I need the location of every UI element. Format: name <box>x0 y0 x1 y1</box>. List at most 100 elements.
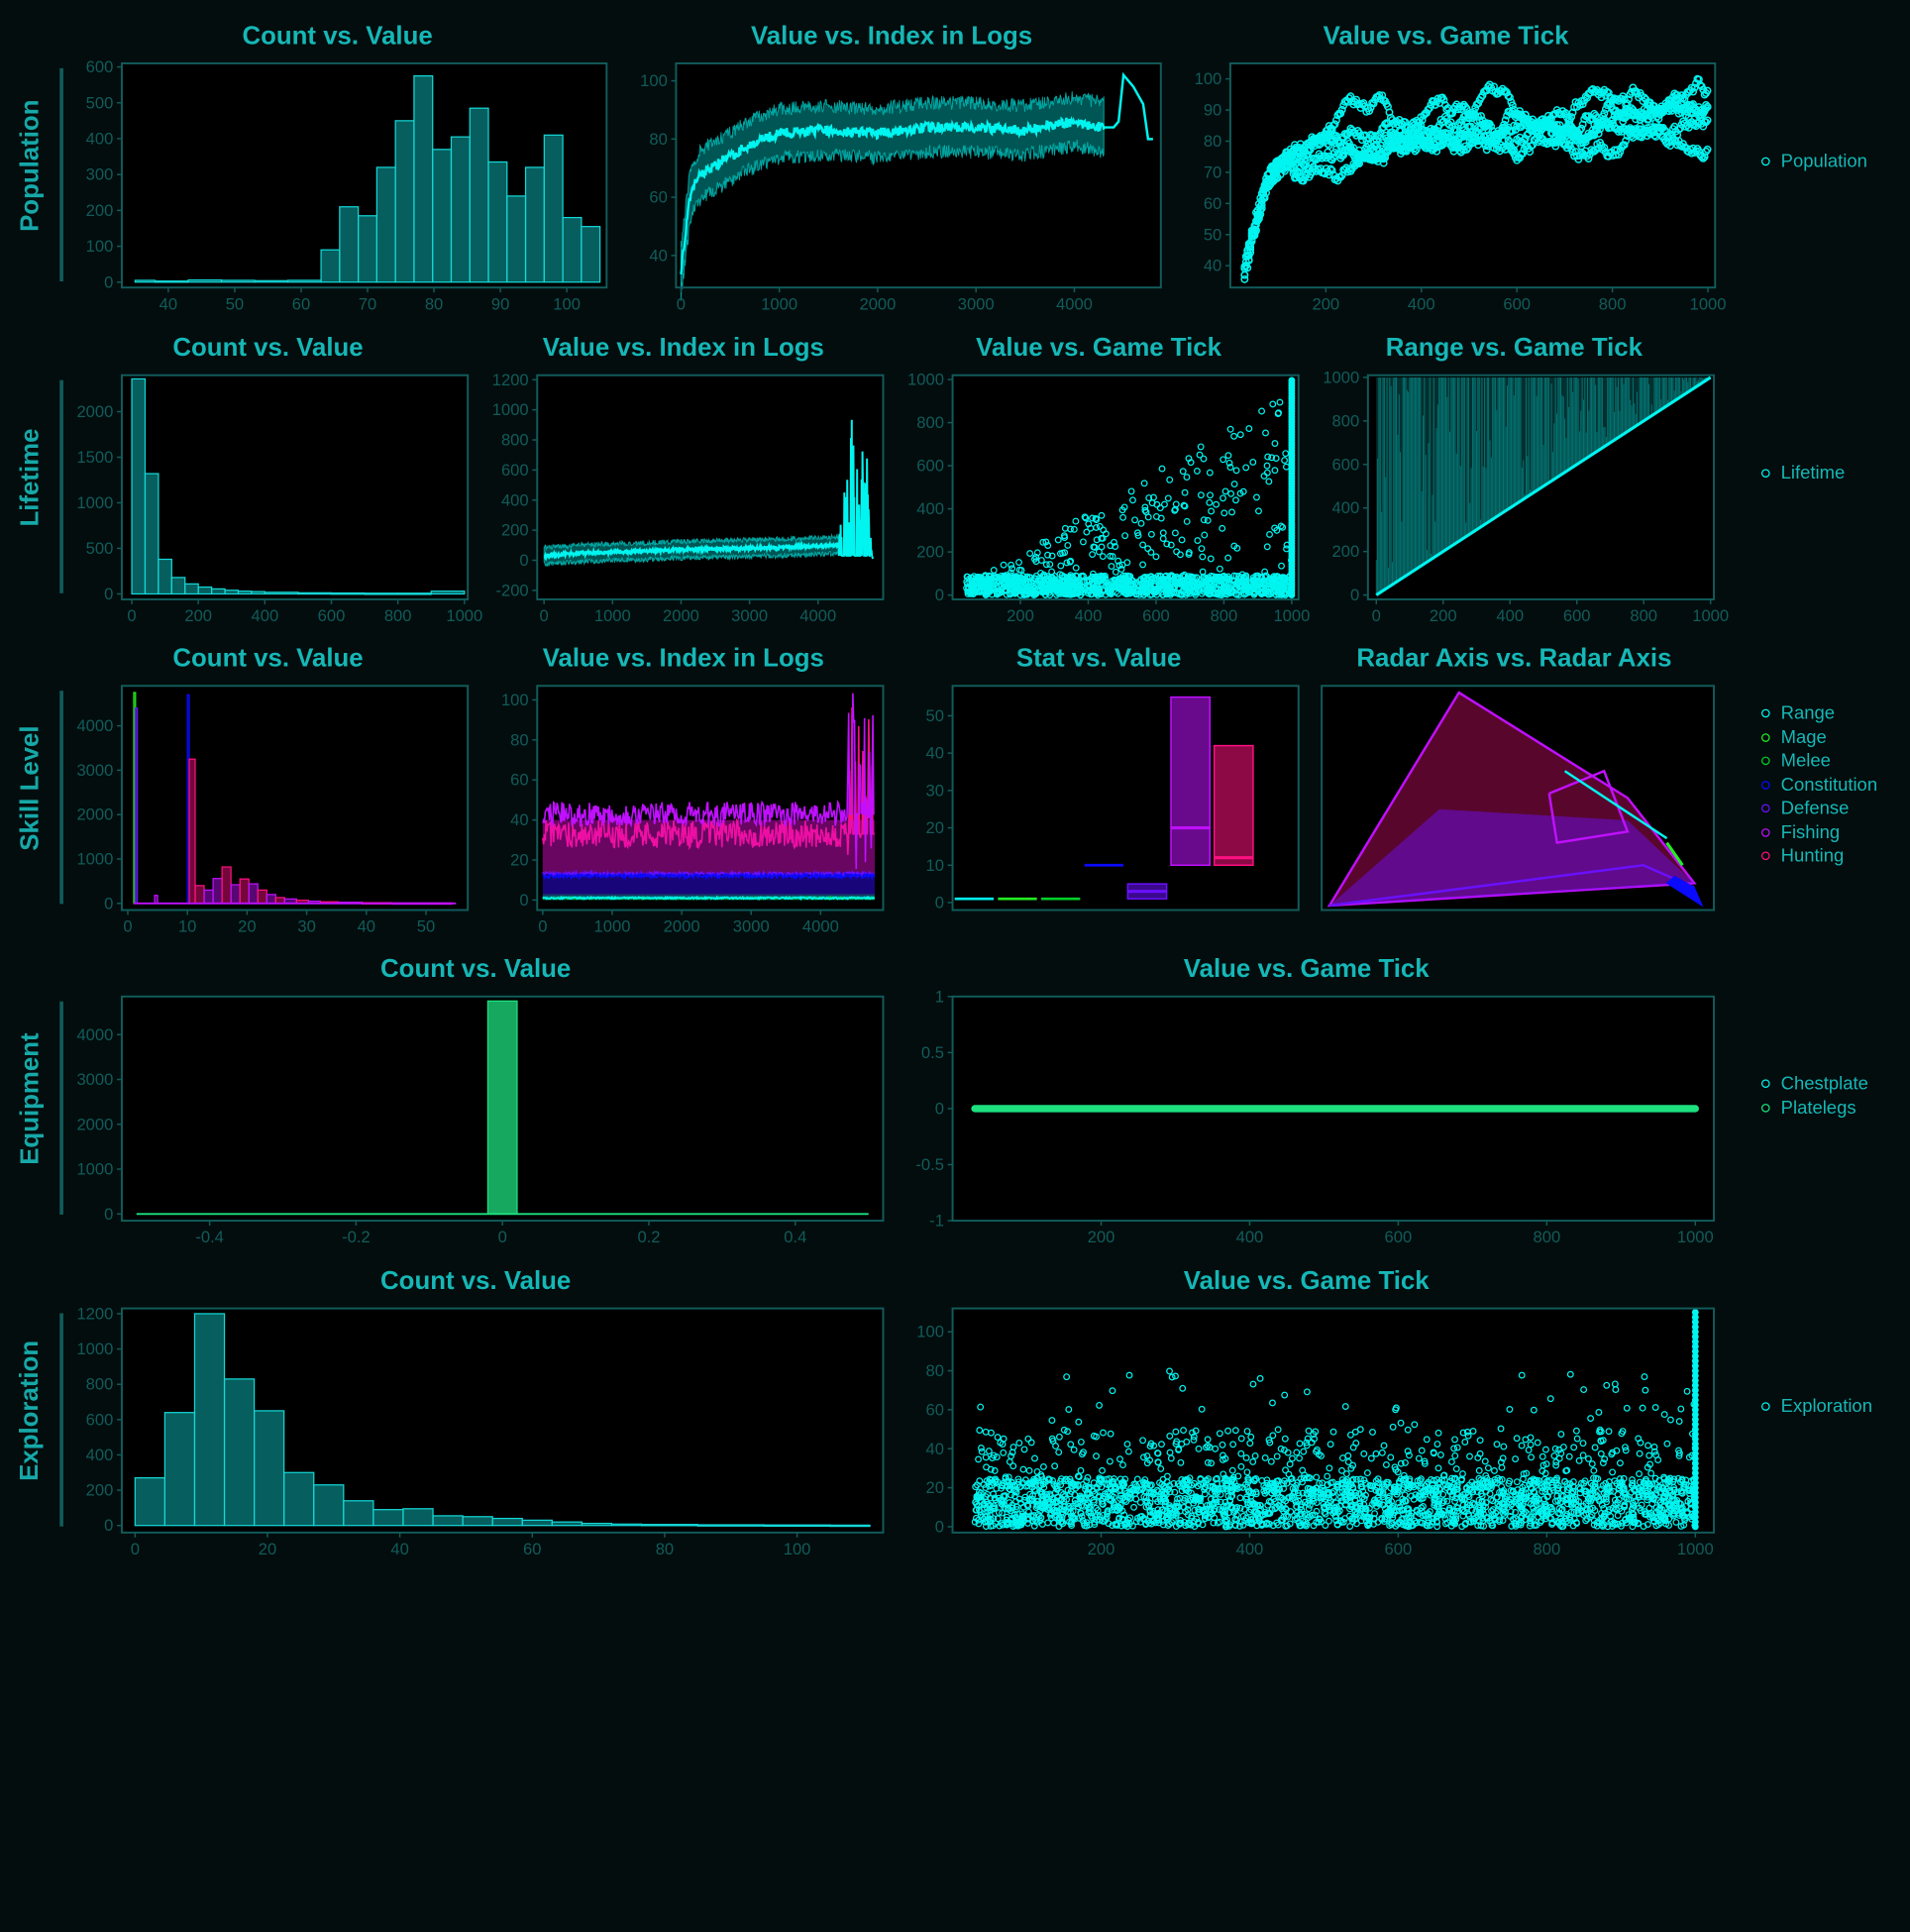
x-tick-label: 2000 <box>664 917 700 936</box>
legend-item: Hunting <box>1761 844 1877 868</box>
x-tick-label: 800 <box>1534 1228 1561 1246</box>
x-tick-label: 1000 <box>1692 606 1729 625</box>
histogram-bar <box>255 1411 284 1526</box>
histogram-bar <box>155 281 188 282</box>
x-tick-label: 800 <box>1630 606 1657 625</box>
y-tick-label: 0 <box>104 1205 113 1224</box>
y-tick-label: 1000 <box>1323 368 1359 386</box>
y-tick-label: 80 <box>1204 132 1221 151</box>
chart-title: Value vs. Game Tick <box>895 1267 1719 1297</box>
histogram-bar <box>433 150 452 282</box>
y-tick-label: 600 <box>916 457 944 476</box>
y-tick-label: 20 <box>510 851 528 870</box>
x-tick-label: 3000 <box>733 917 770 936</box>
histogram-bar <box>135 1478 164 1526</box>
legend-item: Platelegs <box>1761 1096 1868 1120</box>
y-tick-label: 60 <box>649 188 667 207</box>
y-tick-label: 0 <box>935 894 944 912</box>
histogram-bar <box>255 280 288 281</box>
y-tick-label: 40 <box>925 744 943 763</box>
histogram-bar <box>284 1472 314 1525</box>
histogram-bar <box>522 1520 552 1525</box>
y-tick-label: 0.5 <box>921 1043 944 1062</box>
legend-label: Range <box>1781 703 1835 724</box>
y-tick-label: 1200 <box>76 1304 113 1323</box>
x-tick-label: 400 <box>1496 606 1524 625</box>
histogram-bar <box>563 218 582 282</box>
y-tick-label: 80 <box>510 730 528 749</box>
x-tick-label: 40 <box>358 917 375 936</box>
y-tick-label: 400 <box>501 490 529 509</box>
x-tick-label: 0 <box>127 606 136 625</box>
histogram-bar <box>414 76 433 282</box>
legend-label: Defense <box>1781 799 1850 819</box>
y-tick-label: 1500 <box>76 448 113 467</box>
x-tick-label: 400 <box>252 606 279 625</box>
y-tick-label: 600 <box>86 57 114 76</box>
box <box>1171 698 1210 866</box>
y-tick-label: 0 <box>519 891 528 910</box>
histogram-bar <box>194 1314 224 1526</box>
y-tick-label: 30 <box>925 781 943 800</box>
y-tick-label: 100 <box>1195 69 1222 88</box>
y-tick-label: 1000 <box>76 1160 113 1179</box>
histogram-bar <box>222 867 231 904</box>
x-tick-label: 0 <box>540 606 549 625</box>
chart-title: Value vs. Index in Logs <box>478 644 888 674</box>
x-tick-label: -0.4 <box>195 1228 224 1246</box>
x-tick-label: 100 <box>553 294 581 313</box>
x-tick-label: 2000 <box>859 294 896 313</box>
histogram-bar <box>582 227 600 282</box>
histogram-bar <box>431 591 465 594</box>
legend-marker-icon <box>1761 709 1770 718</box>
histogram-bar <box>198 588 211 594</box>
histogram-bar <box>155 896 158 904</box>
legend-label: Chestplate <box>1781 1074 1868 1095</box>
chart-title: Count vs. Value <box>63 334 473 364</box>
histogram-bar <box>697 1525 764 1526</box>
y-tick-label: 100 <box>640 71 668 90</box>
histogram-bar <box>830 1525 870 1526</box>
histogram-bar <box>266 895 275 904</box>
histogram-bar <box>340 207 359 282</box>
y-tick-label: 500 <box>86 539 114 558</box>
x-tick-label: 600 <box>1563 606 1591 625</box>
x-tick-label: 20 <box>259 1540 276 1558</box>
x-tick-label: 600 <box>1385 1228 1413 1246</box>
row-label: Population <box>10 68 52 264</box>
legend-marker-icon <box>1761 852 1770 861</box>
histogram-bar <box>487 1001 517 1214</box>
histogram-bar <box>258 890 266 903</box>
y-tick-label: 0 <box>1350 586 1359 604</box>
x-tick-label: 0 <box>498 1228 507 1246</box>
histogram-bar <box>552 1522 582 1526</box>
y-tick-label: 300 <box>86 165 114 184</box>
x-tick-label: 30 <box>297 917 315 936</box>
y-tick-label: 40 <box>649 246 667 265</box>
x-tick-label: 800 <box>1211 606 1238 625</box>
histogram-bar <box>225 590 238 594</box>
histogram-bar <box>373 1510 403 1526</box>
y-tick-label: 1200 <box>492 371 529 389</box>
histogram-bar <box>488 161 507 281</box>
histogram-bar <box>298 592 332 593</box>
x-tick-label: 800 <box>1599 294 1627 313</box>
plot-area <box>537 376 883 599</box>
histogram-bar <box>164 1413 194 1526</box>
histogram-bar <box>403 1509 433 1526</box>
histogram-bar <box>314 1485 344 1526</box>
